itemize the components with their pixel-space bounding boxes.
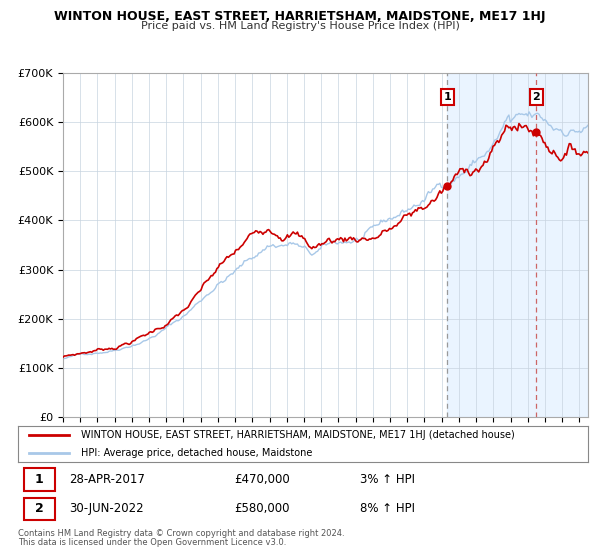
Text: 8% ↑ HPI: 8% ↑ HPI: [360, 502, 415, 515]
FancyBboxPatch shape: [24, 498, 55, 520]
Text: 2: 2: [35, 502, 44, 515]
Text: This data is licensed under the Open Government Licence v3.0.: This data is licensed under the Open Gov…: [18, 538, 286, 547]
Text: 30-JUN-2022: 30-JUN-2022: [70, 502, 144, 515]
Text: WINTON HOUSE, EAST STREET, HARRIETSHAM, MAIDSTONE, ME17 1HJ (detached house): WINTON HOUSE, EAST STREET, HARRIETSHAM, …: [80, 430, 514, 440]
Text: 28-APR-2017: 28-APR-2017: [70, 473, 145, 486]
Bar: [447, 73, 588, 417]
Text: Price paid vs. HM Land Registry's House Price Index (HPI): Price paid vs. HM Land Registry's House …: [140, 21, 460, 31]
Text: 3% ↑ HPI: 3% ↑ HPI: [360, 473, 415, 486]
Text: HPI: Average price, detached house, Maidstone: HPI: Average price, detached house, Maid…: [80, 448, 312, 458]
Text: 2: 2: [532, 92, 540, 102]
Text: £580,000: £580,000: [235, 502, 290, 515]
Text: Contains HM Land Registry data © Crown copyright and database right 2024.: Contains HM Land Registry data © Crown c…: [18, 529, 344, 538]
Text: 1: 1: [35, 473, 44, 486]
Text: 1: 1: [443, 92, 451, 102]
Text: £470,000: £470,000: [235, 473, 290, 486]
FancyBboxPatch shape: [24, 468, 55, 491]
Text: WINTON HOUSE, EAST STREET, HARRIETSHAM, MAIDSTONE, ME17 1HJ: WINTON HOUSE, EAST STREET, HARRIETSHAM, …: [54, 10, 546, 23]
